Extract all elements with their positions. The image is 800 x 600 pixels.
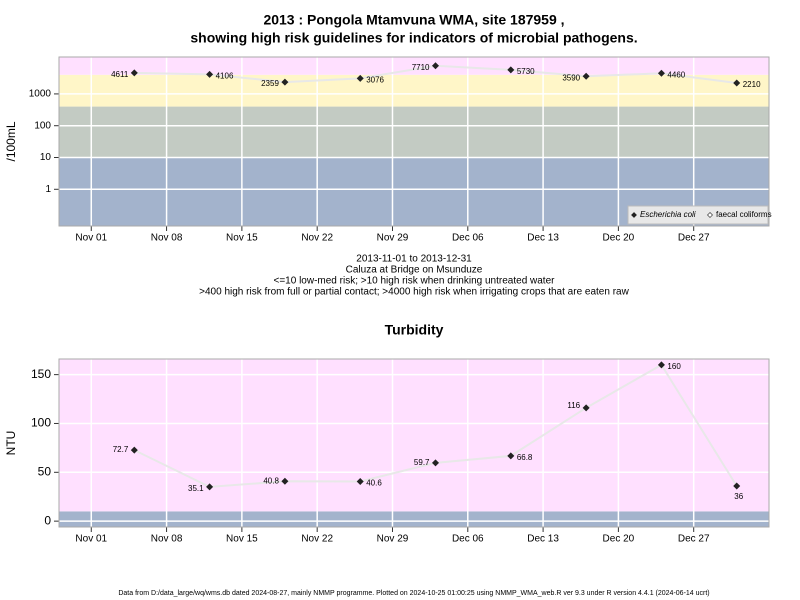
chart-subtitle: showing high risk guidelines for indicat…: [190, 30, 637, 46]
y-tick-label: 1: [45, 184, 51, 195]
point: [130, 69, 138, 77]
legend-label: Escherichia coli: [640, 210, 696, 219]
data-label: 59.7: [414, 458, 430, 467]
data-label: 3076: [366, 76, 384, 85]
note: Caluza at Bridge on Msunduze: [346, 265, 483, 276]
data-label: 160: [667, 362, 681, 371]
y-tick-label: 100: [31, 416, 51, 430]
y-tick-label: 10: [40, 152, 52, 163]
y-tick-label: 50: [38, 464, 52, 478]
point: [657, 69, 665, 77]
y-tick-label: 100: [34, 120, 51, 131]
point: [130, 446, 138, 454]
data-label: 36: [734, 492, 743, 501]
point: [507, 66, 515, 74]
x-tick-label: Nov 22: [301, 233, 333, 244]
data-label: 7710: [412, 63, 430, 72]
band: [59, 359, 769, 512]
legend-box: [627, 205, 769, 225]
point: [281, 477, 289, 485]
x-tick-label: Nov 01: [75, 534, 107, 545]
y-axis-label: /100mL: [4, 121, 18, 161]
y-tick-label: 1000: [29, 89, 52, 100]
x-tick-label: Dec 20: [603, 233, 635, 244]
data-label: 2210: [743, 80, 761, 89]
x-tick-label: Nov 15: [226, 233, 258, 244]
data-label: 116: [567, 401, 580, 410]
x-tick-label: Dec 06: [452, 233, 484, 244]
point: [432, 62, 440, 70]
x-tick-label: Dec 20: [603, 534, 635, 545]
data-label: 3590: [562, 73, 580, 82]
data-label: 66.8: [517, 453, 533, 462]
point: [356, 477, 364, 485]
legend-marker: [707, 212, 713, 218]
point: [432, 459, 440, 467]
note: 2013-11-01 to 2013-12-31: [356, 254, 472, 265]
point: [356, 74, 364, 82]
x-tick-label: Nov 01: [75, 233, 107, 244]
x-tick-label: Nov 15: [226, 534, 258, 545]
y-tick-label: 150: [31, 367, 51, 381]
data-label: 4611: [111, 70, 129, 79]
x-tick-label: Dec 27: [678, 233, 710, 244]
data-label: 35.1: [188, 484, 204, 493]
x-tick-label: Nov 29: [377, 534, 409, 545]
x-tick-label: Nov 08: [151, 534, 183, 545]
point: [281, 78, 289, 86]
band: [59, 57, 769, 75]
point: [657, 361, 665, 369]
x-tick-label: Nov 29: [377, 233, 409, 244]
chart-title: 2013 : Pongola Mtamvuna WMA, site 187959…: [263, 12, 564, 28]
point: [733, 482, 741, 490]
point: [582, 404, 590, 412]
data-label: 4460: [667, 70, 685, 79]
point: [582, 72, 590, 80]
point: [733, 79, 741, 87]
x-tick-label: Nov 08: [151, 233, 183, 244]
plot-frame: [58, 56, 770, 227]
footer: Data from D:/data_large/wq/wms.db dated …: [118, 590, 709, 597]
data-label: 5730: [517, 67, 535, 76]
x-tick-label: Dec 13: [527, 233, 559, 244]
data-label: 72.7: [113, 445, 129, 454]
chart-title: Turbidity: [385, 322, 444, 338]
legend-marker: [631, 212, 637, 218]
point: [206, 70, 214, 78]
y-tick-label: 0: [44, 513, 51, 527]
x-tick-label: Nov 22: [301, 534, 333, 545]
band: [59, 106, 769, 158]
data-label: 4106: [216, 72, 234, 81]
data-label: 2359: [261, 79, 279, 88]
point: [507, 452, 515, 460]
plot-frame: [58, 358, 770, 528]
point: [206, 483, 214, 491]
x-tick-label: Dec 06: [452, 534, 484, 545]
data-label: 40.6: [366, 479, 382, 488]
data-label: 40.8: [263, 476, 279, 485]
band: [59, 511, 769, 527]
y-axis-label: NTU: [4, 431, 18, 456]
band: [59, 74, 769, 107]
x-tick-label: Dec 13: [527, 534, 559, 545]
legend-label: faecal coliforms: [716, 210, 772, 219]
note: >400 high risk from full or partial cont…: [199, 287, 629, 298]
x-tick-label: Dec 27: [678, 534, 710, 545]
note: <=10 low-med risk; >10 high risk when dr…: [274, 276, 556, 287]
